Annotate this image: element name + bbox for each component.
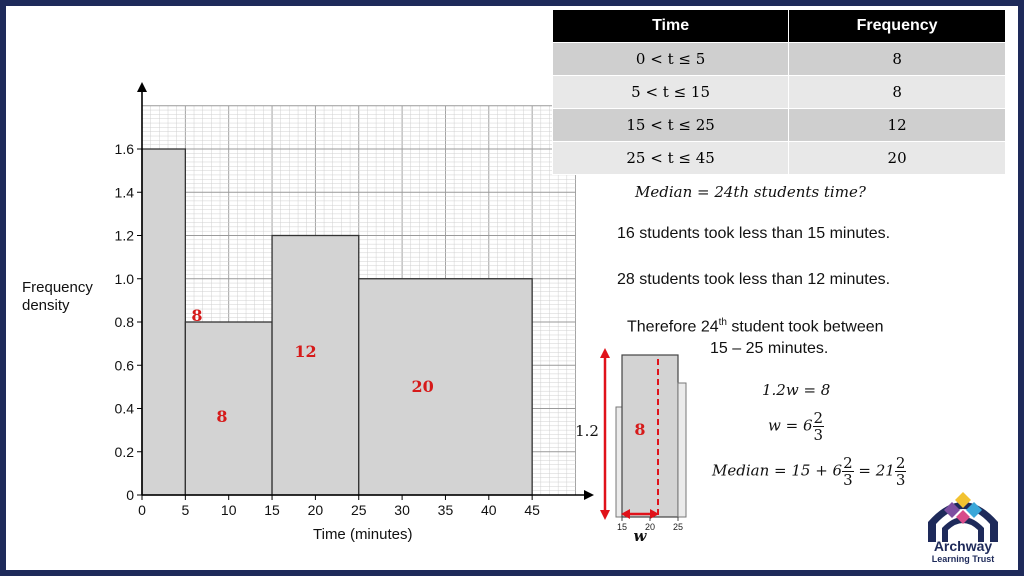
- table-row: 15 < t ≤ 25 12: [551, 108, 1006, 142]
- bar-frequency-label: 8: [216, 407, 228, 427]
- header-frequency: Frequency: [788, 9, 1006, 43]
- bar-frequency-label: 12: [294, 342, 317, 362]
- bar-frequency-label: 20: [411, 376, 434, 396]
- working-line-1: 16 students took less than 15 minutes.: [617, 225, 891, 242]
- y-axis-arrow: [137, 82, 147, 92]
- zoom-height-label: 1.2: [575, 422, 599, 440]
- x-tick-label: 15: [264, 502, 280, 518]
- table-row: 25 < t ≤ 45 20: [551, 141, 1006, 175]
- y-axis-title: Frequency density: [22, 279, 93, 314]
- x-tick-label: 35: [438, 502, 454, 518]
- x-tick-label: 45: [524, 502, 540, 518]
- bar-frequency-label: 8: [191, 306, 203, 325]
- x-tick-label: 30: [394, 502, 410, 518]
- y-tick-label: 1.0: [115, 271, 135, 287]
- y-tick-label: 1.4: [115, 184, 135, 200]
- zoom-tick-15: 15: [617, 522, 627, 532]
- y-tick-label: 1.6: [115, 141, 135, 157]
- zoom-bar: [621, 354, 679, 518]
- x-tick-label: 40: [481, 502, 497, 518]
- working-line-2: 28 students took less than 12 minutes.: [617, 271, 891, 288]
- median-question: Median = 24th students time?: [635, 183, 866, 201]
- y-tick-label: 0.2: [115, 444, 135, 460]
- chart-bars: [141, 148, 533, 496]
- chart-ticks: 0 5 10 15 20 25 30 35 40 45 0 0.2 0.4 0.6 0.8 1.0 1.2 1.4…: [115, 141, 541, 518]
- x-tick-label: 0: [138, 502, 146, 518]
- y-tick-label: 1.2: [115, 228, 135, 244]
- y-tick-label: 0.4: [115, 401, 135, 417]
- histogram-bar: [184, 321, 273, 496]
- working-line-3: Therefore 24th student took between: [627, 317, 884, 336]
- x-tick-label: 25: [351, 502, 367, 518]
- y-tick-label: 0.6: [115, 357, 135, 373]
- zoom-tick-25: 25: [673, 522, 683, 532]
- x-axis-arrow: [584, 490, 594, 500]
- working-line-4: 15 – 25 minutes.: [710, 340, 829, 357]
- y-tick-label: 0.8: [115, 314, 135, 330]
- histogram-bar: [141, 148, 186, 496]
- histogram-bar: [358, 278, 533, 496]
- chart-axes: [137, 82, 594, 500]
- zoom-bar-label: 8: [634, 420, 645, 439]
- x-tick-label: 20: [308, 502, 324, 518]
- equation-1: 1.2w = 8: [762, 381, 831, 399]
- histogram-bar: [271, 234, 360, 496]
- table-row: 5 < t ≤ 15 8: [551, 75, 1006, 109]
- zoom-width-label: w: [634, 527, 648, 545]
- zoom-bar-diagram: 15 20 25 8 1.2 w: [575, 348, 687, 545]
- header-time: Time: [551, 9, 790, 43]
- archway-logo-icon: [928, 492, 998, 542]
- x-tick-label: 5: [181, 502, 189, 518]
- x-tick-label: 10: [221, 502, 237, 518]
- zoom-tick-20: 20: [645, 522, 655, 532]
- x-axis-title: Time (minutes): [313, 526, 413, 543]
- logo-text: Archway Learning Trust: [931, 538, 995, 565]
- y-tick-label: 0: [126, 487, 134, 503]
